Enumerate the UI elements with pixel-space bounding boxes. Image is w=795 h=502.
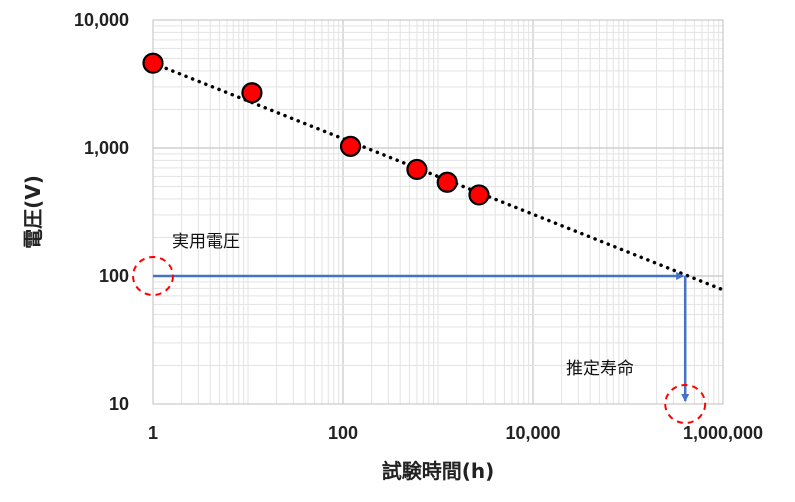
y-axis-title: 電圧(V) (21, 175, 45, 249)
practical-voltage-highlight (132, 256, 174, 296)
x-tick-label: 10,000 (505, 423, 560, 443)
annotation-arrows (132, 256, 707, 424)
x-tick-labels: 1 100 10,000 1,000,000 (148, 423, 763, 443)
x-axis-title: 試験時間(h) (382, 459, 495, 483)
data-point (142, 52, 164, 74)
data-points (142, 52, 490, 206)
estimated-life-label: 推定寿命 (566, 359, 634, 379)
trendline-group (151, 61, 725, 292)
trendline (151, 61, 725, 292)
data-point (241, 82, 263, 104)
y-tick-label: 10,000 (74, 10, 129, 30)
data-point (406, 158, 428, 181)
x-tick-label: 100 (328, 423, 358, 443)
y-tick-label: 10 (109, 394, 129, 414)
practical-voltage-label: 実用電圧 (172, 232, 240, 252)
x-tick-label: 1 (148, 423, 158, 443)
y-tick-labels: 10 100 1,000 10,000 (74, 10, 129, 414)
plot-frame (152, 19, 724, 405)
estimated-life-highlight (664, 384, 707, 424)
y-tick-label: 1,000 (84, 138, 129, 158)
x-tick-label: 1,000,000 (683, 423, 763, 443)
data-point (468, 184, 490, 206)
y-tick-label: 100 (99, 266, 129, 286)
data-point (339, 135, 362, 157)
gridlines (153, 20, 723, 404)
data-point (436, 171, 458, 193)
